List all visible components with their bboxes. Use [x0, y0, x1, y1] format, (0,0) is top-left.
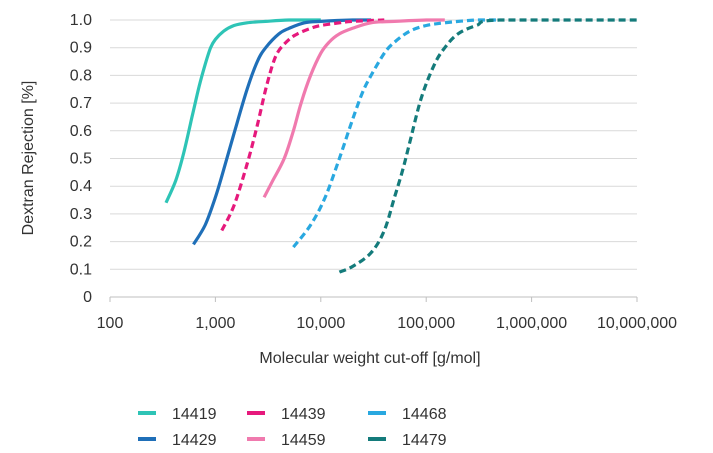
- axis-layer: [109, 296, 638, 302]
- x-tick-label: 100,000: [397, 315, 455, 332]
- series-line-14419: [164, 18, 321, 204]
- x-tick-label: 10,000: [296, 315, 345, 332]
- legend-label-14468: 14468: [402, 406, 447, 423]
- legend-label-14459: 14459: [281, 432, 326, 449]
- legend-label-14439: 14439: [281, 406, 326, 423]
- y-tick-label: 1.0: [70, 12, 92, 29]
- y-tick-label: 0.5: [70, 151, 92, 168]
- y-tick-label: 0.2: [70, 234, 92, 251]
- x-tick-label: 100: [97, 315, 124, 332]
- x-tick-label: 10,000,000: [597, 315, 677, 332]
- x-tick-label: 1,000,000: [496, 315, 567, 332]
- legend-label-14419: 14419: [172, 406, 217, 423]
- series-line-14468: [292, 18, 500, 249]
- legend-label-14429: 14429: [172, 432, 217, 449]
- grid-layer: [110, 19, 637, 270]
- series-line-14479: [338, 18, 637, 274]
- legend-label-14479: 14479: [402, 432, 447, 449]
- series-line-14439: [220, 18, 385, 232]
- y-axis-label: Dextran Rejection [%]: [20, 81, 37, 236]
- y-tick-label: 0.8: [70, 67, 92, 84]
- y-tick-label: 0.1: [70, 261, 92, 278]
- y-tick-label: 0.4: [70, 178, 92, 195]
- legend: 14419 14429 14439 14459 14468 14479: [138, 406, 447, 449]
- y-tick-label: 0.3: [70, 206, 92, 223]
- series-line-14429: [192, 18, 372, 246]
- y-tick-label: 0.6: [70, 123, 92, 140]
- series-line-14459: [262, 18, 445, 199]
- y-tick-label: 0: [83, 289, 92, 306]
- x-axis-label: Molecular weight cut-off [g/mol]: [259, 350, 480, 367]
- series-layer: [164, 18, 637, 274]
- y-tick-label: 0.7: [70, 95, 92, 112]
- tick-labels: 0 0.1 0.2 0.3 0.4 0.5 0.6 0.7 0.8 0.9 1.0 100 1,000 1…: [70, 12, 677, 332]
- x-tick-label: 1,000: [195, 315, 235, 332]
- y-tick-label: 0.9: [70, 40, 92, 57]
